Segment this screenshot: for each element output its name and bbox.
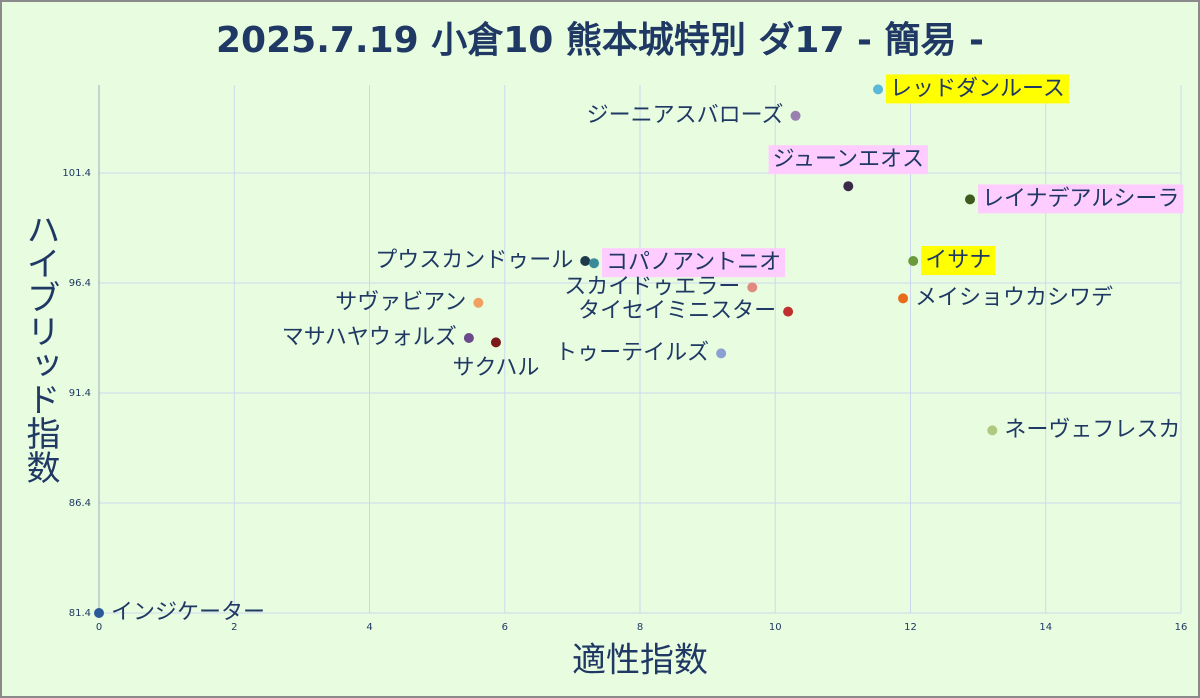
point [463, 333, 474, 343]
point-label: マサハヤウォルズ [282, 325, 457, 350]
point-label: スカイドゥエラー [564, 274, 740, 299]
point [94, 608, 104, 618]
label-highlight [602, 248, 786, 278]
point-label: レイナデアルシーラ [982, 186, 1179, 211]
x-tick-label: 12 [904, 622, 917, 633]
plot-area: 0 2 4 6 8 10 12 14 16 81.4 86.4 91.4 96.4 101.4 レッドダンル… [62, 74, 1187, 633]
point [747, 282, 758, 293]
point [580, 256, 591, 266]
point [873, 84, 884, 95]
point-label-group: レイナデアルシーラ [978, 184, 1184, 214]
y-tick-label: 101.4 [62, 168, 91, 179]
point-label: コパノアントニオ [606, 250, 781, 275]
point-label-group: サクハル [453, 355, 540, 380]
point-label: トゥーテイルズ [555, 340, 709, 365]
point [908, 256, 919, 266]
y-tick-label: 81.4 [69, 608, 91, 619]
y-tick-label: 91.4 [69, 388, 91, 399]
y-tick-label: 96.4 [69, 278, 91, 289]
point-label-group: ジューンエオス [768, 145, 928, 175]
point-label-group: イサナ [921, 246, 996, 275]
point [490, 337, 501, 348]
point [790, 110, 801, 121]
point [716, 348, 727, 359]
chart-title: 2025.7.19 小倉10 熊本城特別 ダ17 - 簡易 - [216, 20, 984, 61]
x-tick-label: 6 [502, 622, 508, 633]
x-tick-label: 8 [637, 622, 643, 633]
point-label: イサナ [925, 248, 991, 273]
point-label: タイセイミニスター [578, 299, 776, 324]
point-label-group: メイショウカシワデ [915, 285, 1113, 310]
point [843, 181, 854, 192]
point-label: インジケーター [111, 600, 265, 625]
point-label: プウスカンドゥール [375, 248, 573, 273]
x-tick-label: 0 [96, 622, 102, 633]
point-label: サクハル [453, 355, 540, 380]
point [965, 194, 976, 205]
point-label-group: ネーヴェフレスカ [1004, 417, 1180, 442]
point [783, 306, 794, 317]
x-tick-label: 4 [366, 622, 372, 633]
x-axis-label: 適性指数 [572, 641, 708, 681]
x-tick-label: 16 [1175, 622, 1188, 633]
label-highlight [978, 184, 1184, 214]
point-label-group: インジケーター [111, 600, 265, 625]
point [987, 425, 998, 436]
x-tick-label: 2 [231, 622, 237, 633]
point-label-group: コパノアントニオ [602, 248, 786, 278]
point-label: サヴァビアン [335, 290, 466, 315]
label-highlight [768, 145, 928, 175]
point-label-group: タイセイミニスター [578, 299, 776, 324]
y-axis-label: ハイブリッド指数 [20, 212, 60, 484]
point-label: ネーヴェフレスカ [1004, 417, 1180, 442]
point-label: ジーニアスバローズ [587, 103, 784, 128]
x-tick-label: 14 [1039, 622, 1052, 633]
point [898, 293, 909, 304]
label-highlight [886, 74, 1069, 104]
point-label-group: トゥーテイルズ [555, 340, 709, 365]
label-highlight [921, 246, 996, 275]
x-tick-label: 10 [769, 622, 782, 633]
point-label: ジューンエオス [773, 147, 924, 172]
point-label-group: サヴァビアン [335, 290, 466, 315]
point [589, 258, 600, 269]
point-label: メイショウカシワデ [915, 285, 1113, 310]
point-label-group: プウスカンドゥール [375, 248, 573, 273]
point-label-group: マサハヤウォルズ [282, 325, 457, 350]
point-label-group: スカイドゥエラー [564, 274, 740, 299]
point-label-group: ジーニアスバローズ [587, 103, 784, 128]
point-label: レッドダンルース [890, 76, 1065, 101]
y-tick-label: 86.4 [69, 498, 91, 509]
point-label-group: レッドダンルース [886, 74, 1069, 104]
point [473, 297, 484, 308]
